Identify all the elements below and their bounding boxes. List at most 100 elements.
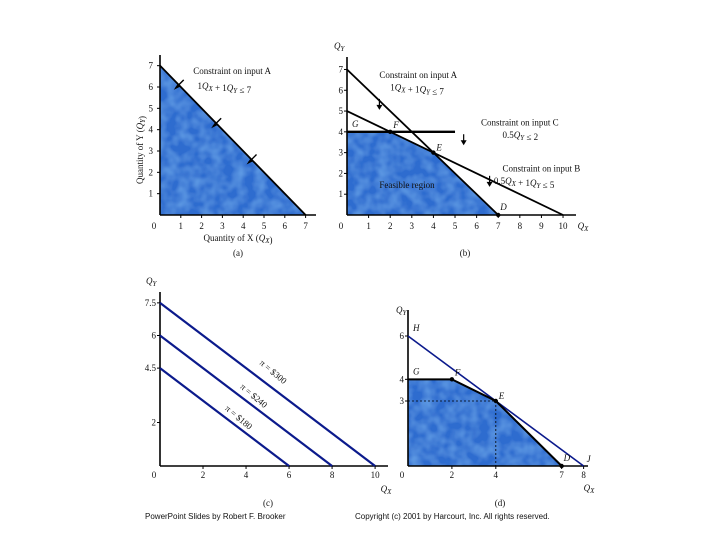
annotation-a-0: Constraint on input A (193, 66, 271, 76)
feasible-region-b (347, 131, 499, 215)
x-tick-label: 10 (559, 221, 569, 231)
annotation-c-0: π = $300 (258, 358, 289, 387)
x-tick-label: 2 (199, 221, 204, 231)
panel-caption: (c) (263, 498, 273, 508)
annotation-b-6: Feasible region (379, 180, 435, 190)
chart-panel-b: 0 1 2 3 4 5 6 7 8 9 10 1 2 3 4 5 6 7 QX QY (b) G F E D Constraint… (334, 41, 589, 258)
vertex-label-E: E (435, 143, 442, 153)
y-tick-label: 3 (149, 146, 154, 156)
y-tick-label: 6 (152, 331, 157, 341)
constraint-line-b-1 (346, 110, 564, 216)
x-tick-label: 1 (366, 221, 371, 231)
x-tick-label: 0 (339, 221, 344, 231)
constraint-arrowhead (486, 181, 493, 187)
x-tick-label: 0 (152, 470, 157, 480)
x-tick-label: 9 (539, 221, 544, 231)
vertex-point-F (388, 129, 393, 135)
y-axis-label: QY (146, 276, 158, 288)
x-tick-label: 4 (494, 470, 499, 480)
panel-caption: (b) (460, 248, 471, 258)
y-tick-label: 7.5 (145, 298, 157, 308)
vertex-label-G: G (413, 366, 420, 376)
x-tick-label: 6 (474, 221, 479, 231)
y-tick-label: 4.5 (145, 363, 157, 373)
chart-panel-d: 0 2 4 7 8 3 4 6 QX QY (d) H G F E D J (396, 305, 595, 508)
vertex-point-D (496, 212, 501, 218)
x-tick-label: 3 (410, 221, 415, 231)
constraint-arrowhead (460, 140, 467, 146)
y-tick-label: 4 (339, 127, 344, 137)
x-tick-label: 8 (330, 470, 335, 480)
annotation-b-2: Constraint on input C (481, 118, 559, 128)
vertex-point-E (493, 398, 499, 404)
y-tick-label: 1 (149, 189, 154, 199)
feasible-boundary (408, 378, 563, 467)
x-tick-label: 4 (241, 221, 246, 231)
x-tick-label: 5 (453, 221, 458, 231)
x-tick-label: 5 (262, 221, 267, 231)
vertex-label-E: E (498, 391, 505, 401)
x-tick-label: 2 (450, 470, 455, 480)
chart-panel-a: 0 1 2 3 4 5 6 7 1 2 3 4 5 6 7 Quantity of X (QX) Quantit… (135, 55, 316, 258)
x-axis-label: Quantity of X (QX) (203, 233, 272, 245)
x-tick-label: 3 (220, 221, 225, 231)
panel-caption: (a) (233, 248, 243, 258)
constraint-arrowhead (376, 104, 383, 110)
x-axis-label: QX (381, 484, 393, 496)
y-tick-label: 2 (149, 167, 154, 177)
y-tick-label: 2 (152, 418, 157, 428)
annotation-b-1: 1QX + 1QY ≤ 7 (390, 82, 444, 96)
annotation-b-5: 0.5QX + 1QY ≤ 5 (494, 176, 555, 190)
panel-caption: (d) (495, 498, 506, 508)
annotation-b-3: 0.5QY ≤ 2 (503, 130, 539, 142)
vertex-label-D: D (499, 202, 507, 212)
y-tick-label: 1 (339, 189, 344, 199)
x-tick-label: 6 (283, 221, 288, 231)
feasible-region-d (408, 379, 562, 466)
x-axis-label: QX (578, 221, 590, 233)
x-tick-label: 8 (518, 221, 523, 231)
vertex-label-F: F (392, 120, 399, 130)
y-axis-label: QY (334, 41, 346, 53)
annotation-a-1: 1QX + 1QY ≤ 7 (197, 81, 251, 95)
isoprofit-line-1 (159, 334, 333, 467)
y-tick-label: 6 (400, 331, 405, 341)
vertex-label-G: G (352, 119, 359, 129)
x-tick-label: 7 (303, 221, 308, 231)
y-tick-label: 6 (339, 85, 344, 95)
annotation-b-0: Constraint on input A (379, 70, 457, 80)
constraint-arrowhead (246, 158, 253, 165)
constraint-arrowhead (173, 83, 180, 90)
x-tick-label: 8 (581, 470, 586, 480)
vertex-point-F (449, 377, 455, 382)
x-tick-label: 0 (152, 221, 157, 231)
vertex-label-D: D (563, 453, 571, 463)
x-tick-label: 7 (559, 470, 564, 480)
footer-copyright: Copyright (c) 2001 by Harcourt, Inc. All… (355, 512, 550, 521)
x-tick-label: 10 (371, 470, 381, 480)
y-axis-label: QY (396, 305, 408, 317)
x-tick-label: 1 (179, 221, 184, 231)
vertex-label-H: H (412, 323, 420, 333)
constraint-line-a-0 (159, 65, 307, 216)
x-tick-label: 2 (388, 221, 393, 231)
y-tick-label: 6 (149, 82, 154, 92)
y-tick-label: 7 (149, 61, 154, 71)
x-tick-label: 4 (244, 470, 249, 480)
y-tick-label: 3 (400, 396, 405, 406)
constraint-line-b-0 (346, 68, 499, 216)
x-tick-label: 6 (287, 470, 292, 480)
y-tick-label: 4 (149, 125, 154, 135)
y-axis-label: Quantity of Y (QY) (135, 116, 147, 184)
y-tick-label: 7 (339, 64, 344, 74)
isoprofit-line-2 (159, 367, 290, 467)
x-tick-label: 2 (201, 470, 206, 480)
x-tick-label: 4 (431, 221, 436, 231)
vertex-point-E (431, 150, 436, 155)
y-tick-label: 5 (339, 106, 344, 116)
vertex-label-F: F (454, 367, 461, 377)
y-tick-label: 3 (339, 148, 344, 158)
constraint-arrowhead (211, 122, 218, 129)
